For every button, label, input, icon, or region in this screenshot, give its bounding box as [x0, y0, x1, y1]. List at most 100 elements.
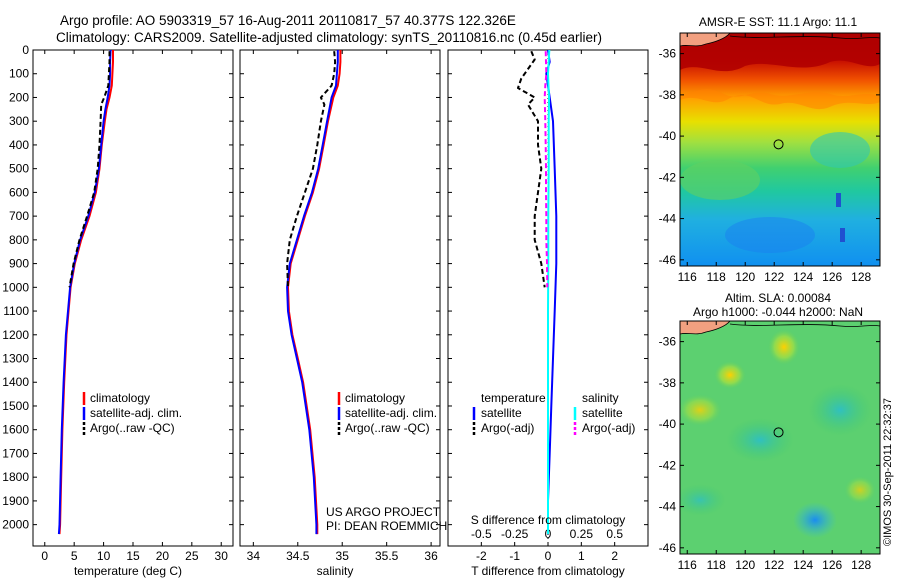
temperature-x-tick-label: 0 [41, 549, 48, 563]
legend-satellite-label: satellite-adj. clim. [90, 406, 182, 420]
legend-salinity-heading: salinity [582, 391, 619, 405]
figure-title-line1: Argo profile: AO 5903319_57 16-Aug-2011 … [60, 13, 516, 28]
difference-x-tick-label: -2 [476, 549, 487, 563]
t-difference-axis-label: T difference from climatology [471, 564, 625, 578]
depth-tick-label: 700 [9, 209, 29, 223]
temperature-x-tick-label: 10 [97, 549, 111, 563]
temperature-series-climatology [58, 50, 114, 535]
depth-tick-label: 2000 [2, 518, 29, 532]
s-difference-tick-label: -0.25 [501, 527, 529, 541]
depth-tick-label: 300 [9, 114, 29, 128]
map-lat-tick-label: -40 [659, 417, 677, 431]
map-lat-tick-label: -42 [659, 170, 677, 184]
sla-map-image [680, 321, 880, 554]
map-lon-tick-label: 128 [851, 270, 871, 284]
sst-map-title: AMSR-E SST: 11.1 Argo: 11.1 [699, 15, 858, 29]
depth-tick-label: 900 [9, 257, 29, 271]
legend-t-argo-label: Argo(-adj) [481, 421, 534, 435]
salinity-series-satellite-adj-clim [286, 50, 339, 535]
depth-axis: 0 100 200 300 400 500 600 700 800 900 1000 1100 1200… [2, 43, 648, 532]
difference-series-temperature-argo-adj [517, 50, 546, 288]
map-lat-tick-label: -42 [659, 458, 677, 472]
imos-timestamp: ©IMOS 30-Sep-2011 22:32:37 [882, 398, 894, 546]
sst-argo-location-marker [773, 139, 784, 150]
legend-s-satellite-label: satellite [582, 406, 623, 420]
map-lat-tick-label: -44 [659, 500, 677, 514]
sst-map-image [680, 33, 880, 266]
temperature-axis-label: temperature (deg C) [74, 564, 182, 578]
depth-tick-label: 800 [9, 233, 29, 247]
salinity-series-climatology [287, 50, 342, 535]
salinity-legend: climatology satellite-adj. clim. Argo(..… [337, 391, 437, 435]
map-lon-tick-label: 126 [822, 558, 842, 572]
sst-map-axes: 116 118 120 122 124 126 128 -36 -38 -40 -42 -44 -46 [659, 33, 880, 284]
difference-x-tick-label: -1 [509, 549, 520, 563]
difference-legend: temperature satellite Argo(-adj) salinit… [472, 391, 635, 435]
depth-tick-label: 1400 [2, 375, 29, 389]
legend-argo-label: Argo(..raw -QC) [90, 421, 175, 435]
sla-argo-location-marker [773, 427, 784, 438]
salinity-panel-frame [239, 49, 441, 547]
sst-map-frame [679, 32, 881, 267]
depth-tick-label: 1800 [2, 470, 29, 484]
map-lon-tick-label: 118 [707, 558, 726, 572]
salinity-axis-label: salinity [317, 564, 354, 578]
depth-tick-label: 1500 [2, 399, 29, 413]
legend-climatology-label: climatology [90, 391, 150, 405]
sla-map-frame [679, 320, 881, 555]
depth-tick-label: 100 [9, 67, 29, 81]
depth-tick-label: 1600 [2, 423, 29, 437]
profile-layer: 0 5 10 15 20 25 30 34 34.5 35 35.5 36 -2-0.5-1-0.250… [41, 49, 623, 563]
salinity-x-tick-label: 35.5 [375, 549, 399, 563]
temperature-series-argo-raw-qc [68, 51, 111, 288]
figure-title-line2: Climatology: CARS2009. Satellite-adjuste… [56, 30, 602, 45]
sla-map-axes: 116 118 120 122 124 126 128 -36 -38 -40 -42 -44 -46 [659, 321, 880, 572]
map-lon-tick-label: 116 [678, 558, 697, 572]
depth-tick-label: 1300 [2, 352, 29, 366]
depth-tick-label: 1000 [2, 280, 29, 294]
sla-map-title-line2: Argo h1000: -0.044 h2000: NaN [693, 305, 863, 319]
difference-series-salinity-argo-adj [543, 51, 549, 288]
map-lat-tick-label: -46 [659, 253, 677, 267]
sla-map-title-line1: Altim. SLA: 0.00084 [725, 291, 831, 305]
depth-tick-label: 1100 [3, 304, 29, 318]
difference-x-tick-label: 0 [545, 549, 552, 563]
map-lon-tick-label: 118 [707, 270, 726, 284]
legend-climatology-label: climatology [345, 391, 405, 405]
temperature-x-tick-label: 25 [185, 549, 199, 563]
salinity-series-argo-raw-qc [286, 51, 337, 288]
map-lon-tick-label: 124 [793, 270, 813, 284]
depth-tick-label: 200 [9, 90, 29, 104]
salinity-x-tick-label: 36 [424, 549, 438, 563]
legend-t-satellite-label: satellite [481, 406, 522, 420]
legend-satellite-label: satellite-adj. clim. [345, 406, 437, 420]
depth-tick-label: 1900 [2, 494, 29, 508]
project-credit-line2: PI: DEAN ROEMMICH [326, 519, 447, 533]
difference-x-tick-label: 2 [611, 549, 618, 563]
map-lat-tick-label: -36 [659, 47, 677, 61]
map-lon-tick-label: 124 [793, 558, 813, 572]
legend-temperature-heading: temperature [481, 391, 546, 405]
depth-tick-label: 0 [22, 43, 29, 57]
legend-s-argo-label: Argo(-adj) [582, 421, 635, 435]
map-lat-tick-label: -38 [659, 88, 677, 102]
s-difference-axis-label: S difference from climatology [471, 513, 626, 527]
temperature-x-tick-label: 20 [156, 549, 170, 563]
depth-tick-label: 1200 [2, 328, 29, 342]
s-difference-tick-label: -0.5 [471, 527, 492, 541]
temperature-legend: climatology satellite-adj. clim. Argo(..… [82, 391, 182, 435]
salinity-x-tick-label: 34 [247, 549, 261, 563]
s-difference-tick-label: 0.25 [570, 527, 594, 541]
temperature-panel-frame [32, 49, 234, 547]
depth-tick-label: 500 [9, 162, 29, 176]
s-difference-tick-label: 0.5 [606, 527, 623, 541]
map-lon-tick-label: 122 [764, 558, 784, 572]
map-lat-tick-label: -38 [659, 376, 677, 390]
temperature-series-satellite-adj-clim [57, 49, 112, 535]
map-lat-tick-label: -46 [659, 541, 677, 555]
map-lat-tick-label: -44 [659, 212, 677, 226]
salinity-x-tick-label: 34.5 [286, 549, 310, 563]
map-lat-tick-label: -36 [659, 335, 677, 349]
map-lon-tick-label: 122 [764, 270, 784, 284]
